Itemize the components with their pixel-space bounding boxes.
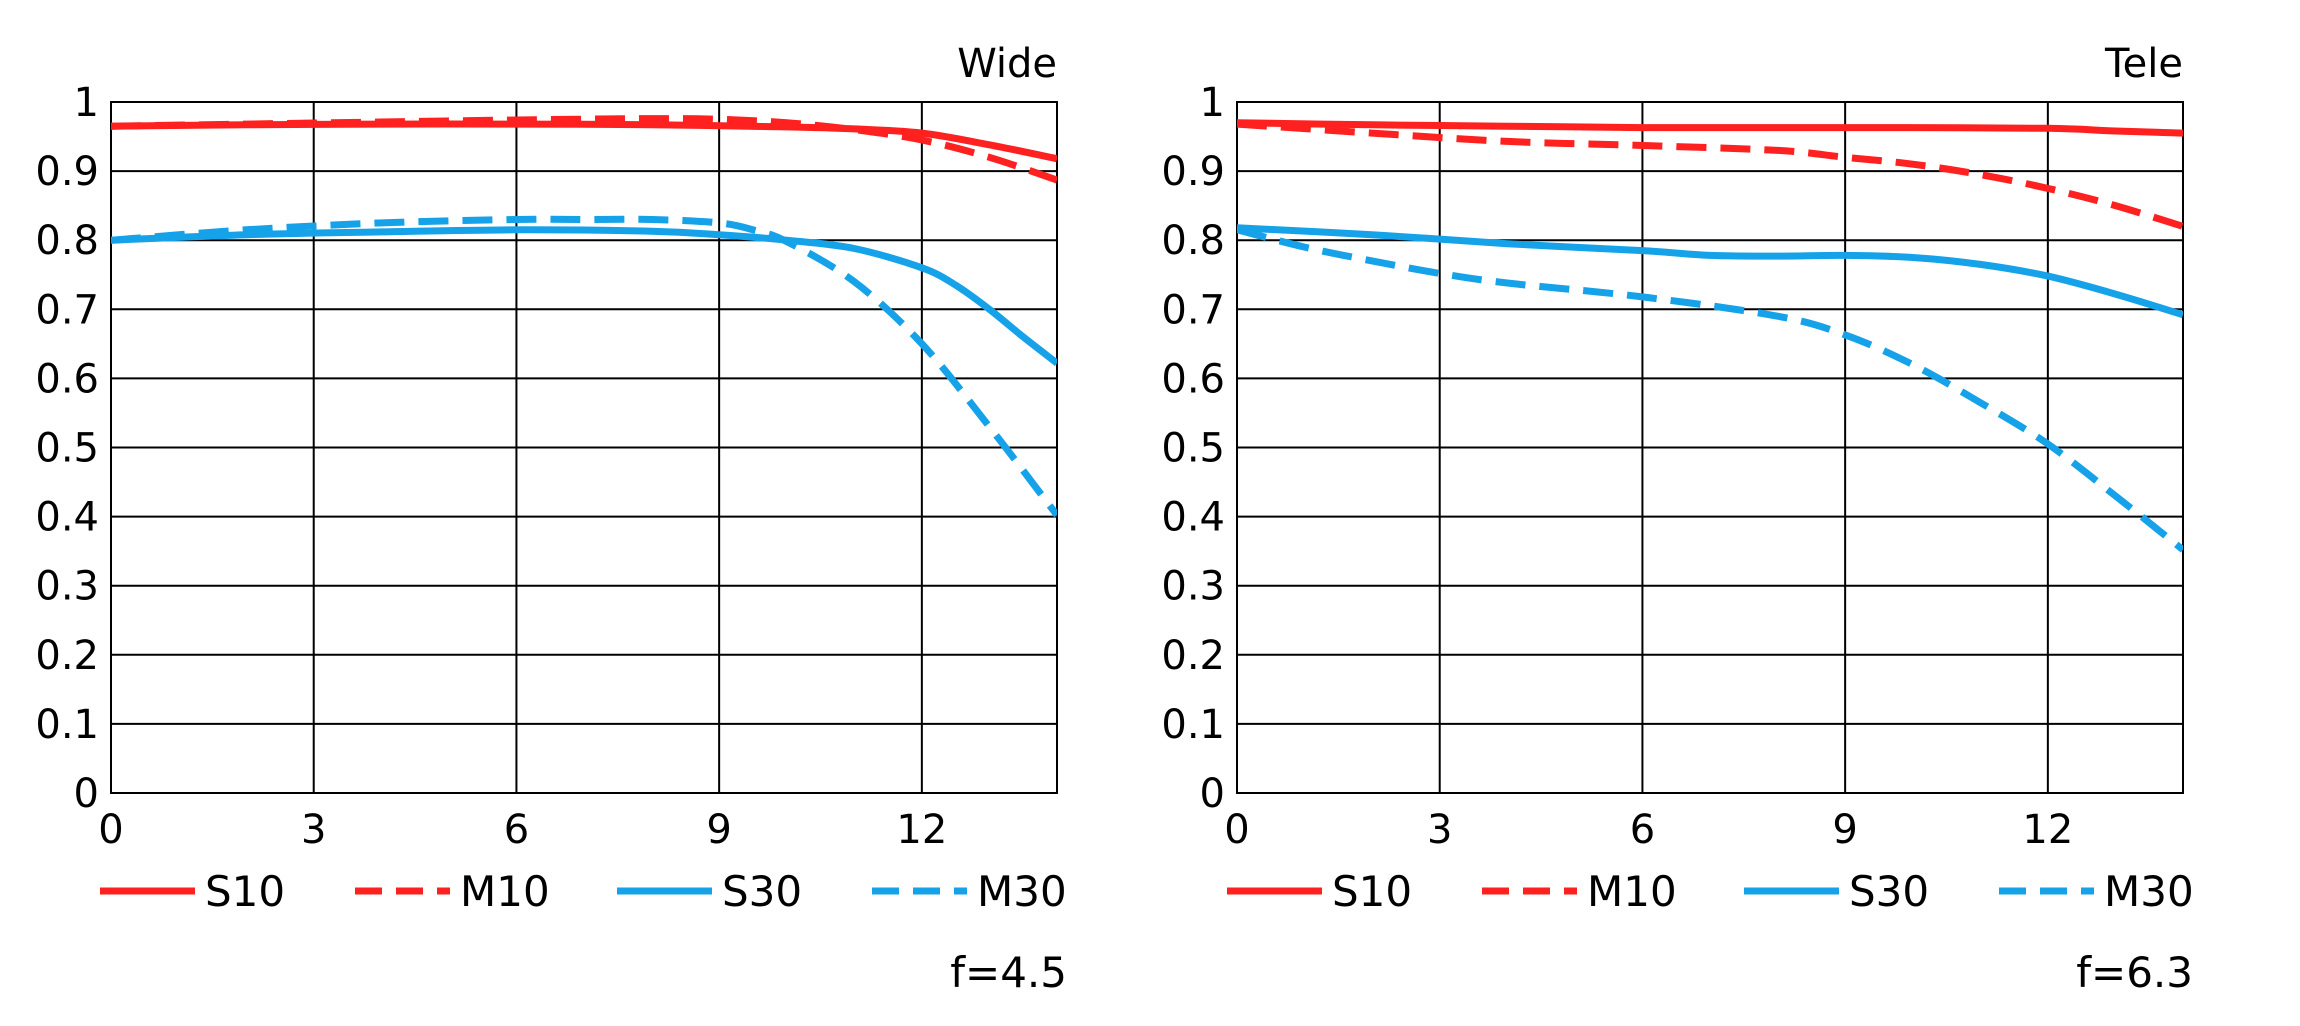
y-tick-label: 0.2 xyxy=(35,633,99,679)
legend-label-s10: S10 xyxy=(205,867,285,916)
aperture-label: f=6.3 xyxy=(2076,948,2193,997)
x-tick-label: 0 xyxy=(1224,807,1249,853)
series-line-m30 xyxy=(111,215,1057,518)
y-tick-label: 1 xyxy=(1200,80,1225,126)
y-tick-label: 0.8 xyxy=(1161,218,1225,264)
x-tick-label: 12 xyxy=(2022,807,2073,853)
aperture-label: f=4.5 xyxy=(950,948,1067,997)
x-tick-label: 0 xyxy=(98,807,123,853)
y-tick-label: 0.2 xyxy=(1161,633,1225,679)
series-line-m10 xyxy=(1237,120,2183,230)
x-tick-label: 9 xyxy=(1832,807,1857,853)
series-line-s10 xyxy=(1237,119,2183,137)
chart-title: Wide xyxy=(957,41,1057,87)
x-tick-label: 3 xyxy=(301,807,326,853)
chart-title: Tele xyxy=(2104,41,2183,87)
y-tick-label: 0.1 xyxy=(1161,702,1225,748)
plot-frame xyxy=(1236,101,2184,794)
legend-label-m10: M10 xyxy=(460,867,550,916)
x-tick-label: 9 xyxy=(706,807,731,853)
y-tick-label: 0.1 xyxy=(35,702,99,748)
y-tick-label: 0.8 xyxy=(35,218,99,264)
y-tick-label: 0.5 xyxy=(35,426,99,472)
y-tick-label: 0.3 xyxy=(35,564,99,610)
legend-label-m30: M30 xyxy=(977,867,1067,916)
y-tick-label: 0.3 xyxy=(1161,564,1225,610)
y-tick-label: 0.7 xyxy=(1161,287,1225,333)
series-line-s30 xyxy=(111,226,1057,366)
chart-tele: 0 0.1 0.2 0.3 0.4 0.5 0.6 0.7 0.8 0.9 1 0 3 6 9 12 Tele S… xyxy=(1161,41,2193,997)
y-tick-label: 0.5 xyxy=(1161,426,1225,472)
legend-label-m10: M10 xyxy=(1587,867,1677,916)
x-tick-label: 6 xyxy=(504,807,529,853)
plot-frame xyxy=(110,101,1058,794)
y-tick-label: 0.9 xyxy=(1161,149,1225,195)
x-tick-label: 6 xyxy=(1630,807,1655,853)
legend-label-s30: S30 xyxy=(722,867,802,916)
y-tick-label: 0.6 xyxy=(35,356,99,402)
legend-label-s10: S10 xyxy=(1332,867,1412,916)
y-tick-label: 0.6 xyxy=(1161,356,1225,402)
y-tick-label: 0 xyxy=(74,771,99,817)
y-tick-label: 0.9 xyxy=(35,149,99,195)
x-tick-label: 3 xyxy=(1427,807,1452,853)
y-tick-label: 0.4 xyxy=(35,495,99,541)
legend-label-m30: M30 xyxy=(2104,867,2194,916)
series-line-m30 xyxy=(1237,226,2183,553)
y-tick-label: 1 xyxy=(74,80,99,126)
legend-label-s30: S30 xyxy=(1849,867,1929,916)
y-tick-label: 0 xyxy=(1200,771,1225,817)
chart-wide: 0 0.1 0.2 0.3 0.4 0.5 0.6 0.7 0.8 0.9 1 0 3 6 9 12 Wide S… xyxy=(35,41,1067,997)
series-line-s30 xyxy=(1237,224,2183,319)
y-tick-label: 0.4 xyxy=(1161,495,1225,541)
y-tick-label: 0.7 xyxy=(35,287,99,333)
x-tick-label: 12 xyxy=(896,807,947,853)
series-line-m10 xyxy=(111,115,1057,184)
